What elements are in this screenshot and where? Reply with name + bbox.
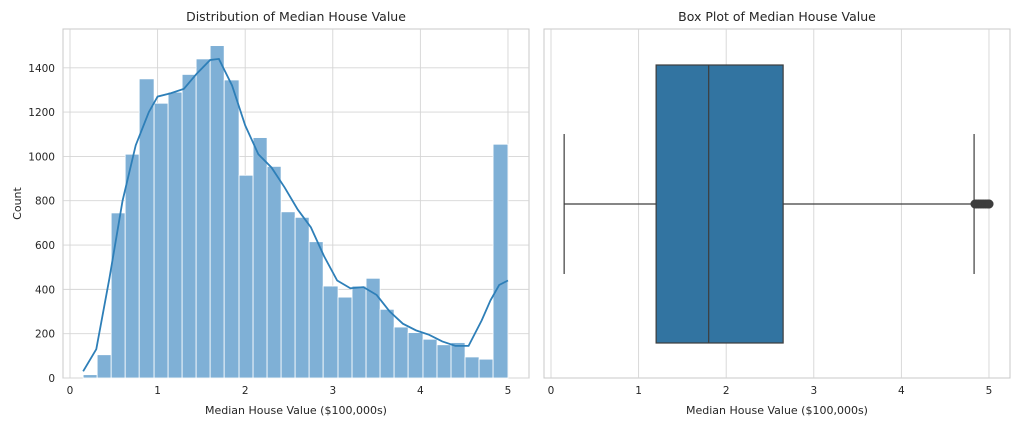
y-tick-label: 0 [48, 373, 55, 385]
histogram-title: Distribution of Median House Value [186, 9, 406, 24]
boxplot-x-ticks: 0 1 2 3 4 5 [548, 385, 993, 397]
boxplot-marks [563, 64, 994, 344]
histogram-bar [393, 326, 409, 379]
boxplot-panel: 0 1 2 3 4 5 Box Plot of Median House Value Me… [543, 9, 1011, 417]
histogram-bar [450, 342, 466, 379]
histogram-bar [478, 358, 494, 379]
histogram-bar [124, 153, 140, 379]
histogram-bar [82, 374, 98, 379]
histogram-bar [407, 332, 424, 379]
x-tick-label: 0 [67, 385, 74, 397]
histogram-y-axis-label: Count [11, 186, 24, 219]
histogram-bar [252, 137, 268, 379]
y-tick-label: 600 [35, 240, 55, 252]
histogram-bars [82, 45, 509, 379]
histogram-bar [167, 91, 183, 379]
histogram-bar [153, 102, 169, 379]
histogram-bar [379, 308, 395, 379]
y-tick-label: 400 [35, 284, 55, 296]
histogram-bar [238, 174, 254, 379]
y-tick-label: 1000 [28, 151, 55, 163]
kde-curve [82, 57, 509, 372]
histogram-bar [351, 285, 367, 379]
y-tick-label: 1400 [28, 63, 55, 75]
histogram-bar [96, 354, 112, 379]
histogram-bar [322, 285, 339, 379]
y-tick-label: 1200 [28, 107, 55, 119]
histogram-bar [436, 344, 452, 379]
histogram-bar [492, 143, 509, 379]
histogram-bar [138, 78, 155, 379]
x-tick-label: 1 [154, 385, 161, 397]
histogram-bar [337, 296, 353, 379]
histogram-bar [209, 45, 225, 379]
boxplot-x-axis-label: Median House Value ($100,000s) [686, 404, 868, 417]
x-tick-label: 1 [635, 385, 642, 397]
histogram-bar [110, 212, 126, 379]
x-tick-label: 2 [723, 385, 730, 397]
x-tick-label: 3 [329, 385, 336, 397]
x-tick-label: 2 [242, 385, 249, 397]
x-tick-label: 0 [548, 385, 555, 397]
outlier-point [984, 199, 994, 209]
histogram-bar [464, 356, 480, 379]
histogram-bar [195, 58, 211, 379]
x-tick-label: 5 [986, 385, 993, 397]
histogram-bar [294, 216, 310, 379]
histogram-bar [308, 241, 324, 379]
x-tick-label: 4 [417, 385, 424, 397]
histogram-bar [223, 79, 240, 379]
histogram-y-ticks: 0 200 400 600 800 1000 1200 1400 [28, 63, 55, 385]
boxplot-title: Box Plot of Median House Value [678, 9, 876, 24]
y-tick-label: 200 [35, 329, 55, 341]
histogram-x-axis-label: Median House Value ($100,000s) [205, 404, 387, 417]
histogram-bar [422, 338, 438, 379]
y-tick-label: 800 [35, 196, 55, 208]
histogram-bar [181, 74, 197, 379]
x-tick-label: 4 [898, 385, 905, 397]
x-tick-label: 5 [505, 385, 512, 397]
boxplot-plot-frame [543, 28, 1011, 379]
histogram-bar [266, 165, 282, 379]
histogram-x-ticks: 0 1 2 3 4 5 [67, 385, 512, 397]
histogram-bar [280, 211, 296, 379]
iqr-box [655, 64, 784, 344]
x-tick-label: 3 [810, 385, 817, 397]
histogram-panel: 0 1 2 3 4 5 0 200 400 600 800 1000 1200 1400 Distrib… [11, 9, 530, 417]
